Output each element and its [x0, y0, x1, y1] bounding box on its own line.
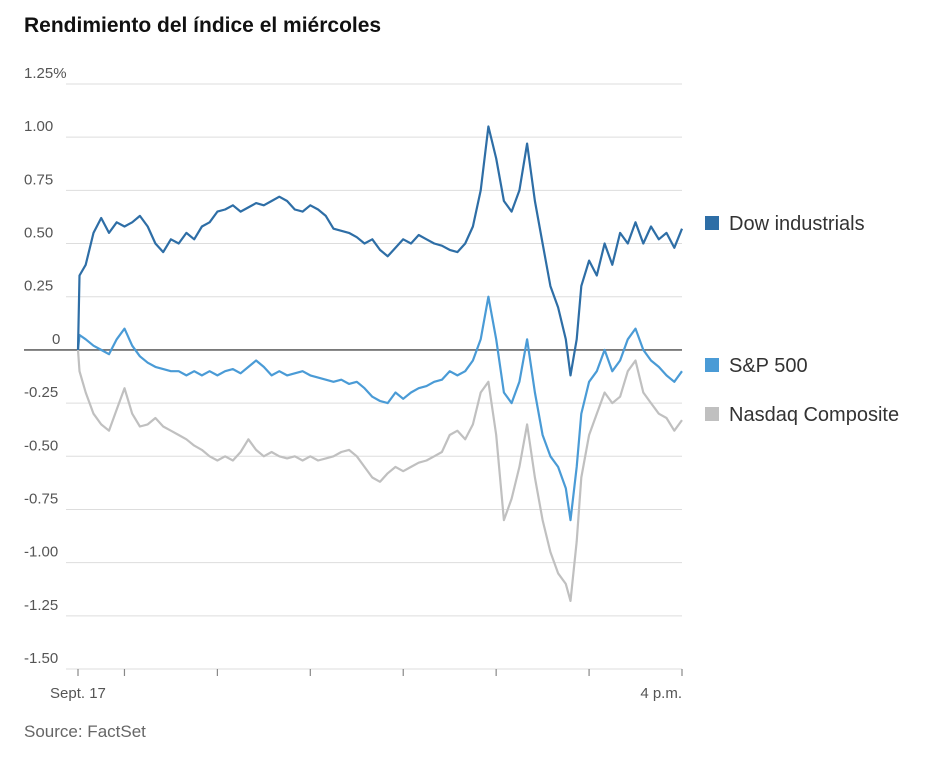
x-tick-label: 4 p.m. [640, 685, 682, 702]
x-tick-label: Sept. 17 [50, 685, 106, 702]
legend-label: Dow industrials [729, 213, 865, 235]
legend-swatch [705, 407, 719, 421]
y-tick-label: 0.50 [24, 225, 53, 242]
y-tick-label: 0 [52, 331, 60, 348]
series-lines [76, 125, 684, 602]
source-note: Source: FactSet [24, 722, 146, 741]
y-tick-label: -0.75 [24, 490, 58, 507]
y-axis-ticks: 1.25% 1.00 0.75 0.50 0.25 0 -0.25 -0.50 -0.75 -1.… [24, 65, 67, 667]
y-tick-label: -1.00 [24, 544, 58, 561]
series-line-nasdaq-composite [76, 349, 683, 602]
y-tick-label: 0.25 [24, 278, 53, 295]
x-axis: Sept. 17 4 p.m. [50, 669, 683, 702]
series-line-s-p-500 [76, 295, 683, 522]
legend: Dow industrials S&P 500 Nasdaq Composite [705, 213, 899, 426]
series-line-dow-industrials [76, 125, 684, 377]
gridlines [24, 83, 682, 670]
legend-label: Nasdaq Composite [729, 404, 899, 426]
chart-title: Rendimiento del índice el miércoles [24, 14, 382, 37]
y-tick-label: 1.25% [24, 65, 67, 82]
y-tick-label: -1.25 [24, 597, 58, 614]
y-tick-label: -0.25 [24, 384, 58, 401]
y-tick-label: 0.75 [24, 171, 53, 188]
legend-swatch [705, 216, 719, 230]
legend-label: S&P 500 [729, 355, 808, 377]
legend-swatch [705, 358, 719, 372]
y-tick-label: -0.50 [24, 437, 58, 454]
y-tick-label: 1.00 [24, 118, 53, 135]
y-tick-label: -1.50 [24, 650, 58, 667]
